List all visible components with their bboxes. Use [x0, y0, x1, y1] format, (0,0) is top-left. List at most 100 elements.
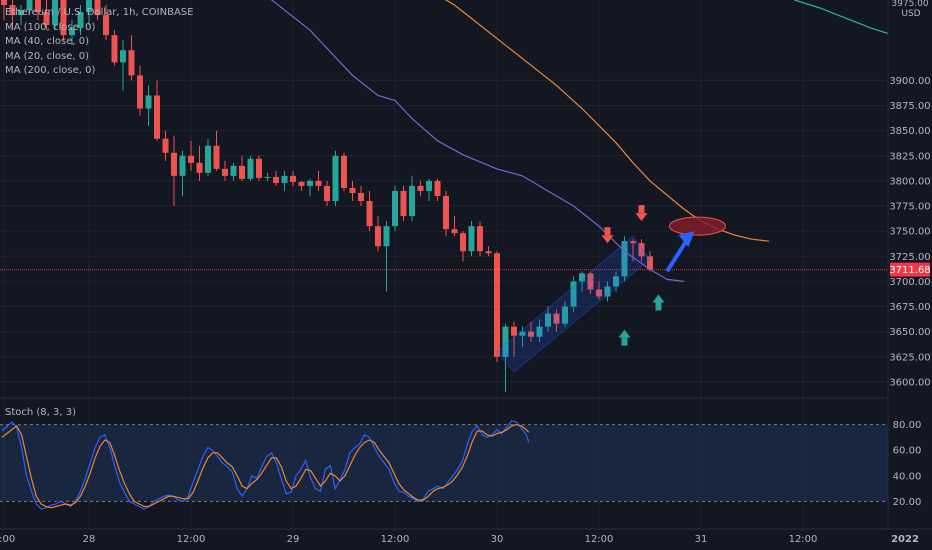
candle-body	[468, 226, 475, 252]
price-tick-label: 3700.00	[889, 277, 930, 288]
indicator-ma-40[interactable]: MA (40, close, 0)	[5, 36, 90, 47]
time-tick-label: 12:00	[177, 534, 206, 545]
time-tick-label: 28	[83, 534, 96, 545]
forecast-arrow-line	[665, 238, 690, 273]
time-tick-label: 12:00	[789, 534, 818, 545]
candle-body	[188, 155, 194, 163]
time-tick-label: 2022	[891, 534, 919, 545]
price-tick-label: 3725.00	[889, 252, 930, 263]
price-tick-label: 3600.00	[889, 377, 930, 388]
time-tick-label: 29	[287, 534, 300, 545]
indicator-ma-20[interactable]: MA (20, close, 0)	[5, 50, 90, 62]
forecast-arrow-head	[678, 231, 695, 248]
candle-body	[638, 243, 645, 257]
candle-body	[375, 226, 381, 247]
candle-body	[69, 28, 75, 36]
stoch-pane	[0, 424, 888, 502]
buy-arrow-icon-stem	[655, 302, 662, 311]
stoch-d-line	[1, 423, 530, 509]
stoch-tick-label: 40.00	[893, 471, 922, 482]
buy-arrow-icon	[618, 329, 631, 346]
candle-body	[519, 331, 526, 336]
stoch-band-fill	[0, 424, 888, 502]
candle-body	[86, 0, 92, 13]
candle-body	[366, 201, 373, 227]
candle-body	[35, 0, 41, 13]
candle-body	[477, 226, 483, 252]
candle-body	[26, 0, 33, 11]
candle-body	[1, 0, 7, 6]
price-axis-unit: USD	[901, 9, 920, 19]
candle-body	[145, 95, 152, 109]
candle-body	[128, 50, 135, 76]
candle-body	[587, 273, 594, 290]
time-tick-label: 12:00	[585, 534, 614, 545]
stoch-tick-label: 20.00	[893, 497, 922, 508]
candle-body	[451, 229, 458, 234]
candle-body	[162, 138, 169, 153]
price-tick-label: 3850.00	[889, 126, 930, 137]
candle-body	[18, 10, 24, 16]
candle-body	[358, 192, 364, 202]
candle-body	[137, 75, 143, 109]
current-price-label-bg	[890, 262, 930, 277]
indicator-ma-200[interactable]: MA (200, close, 0)	[5, 65, 96, 76]
price-tick-label: 3675.00	[889, 302, 930, 313]
stoch-label[interactable]: Stoch (8, 3, 3)	[5, 407, 77, 418]
candle-body	[553, 313, 560, 324]
candle-body	[621, 241, 628, 277]
chart-title: Ethereum / U.S. Dollar, 1h, COINBASE	[5, 7, 194, 18]
candle-body	[205, 145, 211, 173]
candle-body	[307, 180, 313, 186]
candle-body	[536, 326, 543, 337]
price-tick-label: 3825.00	[889, 151, 930, 162]
candle-body	[596, 289, 602, 297]
candle-body	[222, 168, 228, 176]
candle-body	[298, 181, 305, 186]
time-tick-label: 2:00	[0, 534, 15, 545]
price-tick-label: 3650.00	[889, 327, 930, 338]
candle-body	[502, 326, 509, 357]
sell-arrow-icon-stem	[604, 227, 611, 236]
candle-body	[43, 12, 50, 26]
candle-body	[315, 180, 322, 186]
candle-body	[349, 187, 356, 193]
stoch-tick-label: 60.00	[893, 446, 922, 457]
sell-arrow-icon	[635, 205, 648, 222]
time-axis[interactable]: 2:002812:002912:003012:003112:00202212:0…	[0, 528, 932, 545]
candle-body	[273, 176, 279, 183]
candle-series	[1, 0, 653, 392]
candle-body	[383, 226, 390, 247]
candle-body	[230, 165, 237, 176]
buy-arrow-icon-head	[618, 329, 631, 338]
candle-body	[579, 273, 585, 282]
indicator-ma-100[interactable]: MA (100, close, 0)	[5, 21, 96, 33]
price-tick-label: 3750.00	[889, 227, 930, 238]
price-tick-label: 3775.00	[889, 202, 930, 213]
time-tick-label: 30	[491, 534, 504, 545]
buy-arrow-icon-head	[652, 294, 665, 303]
candle-body	[213, 145, 220, 169]
candle-body	[239, 165, 245, 179]
candle-body	[485, 251, 492, 254]
candle-body	[120, 50, 126, 63]
candle-body	[60, 0, 67, 36]
candle-body	[196, 162, 203, 173]
stoch-lines	[1, 420, 530, 510]
sell-arrow-icon	[601, 227, 614, 244]
sell-arrow-icon-head	[635, 213, 648, 222]
price-tick-label: 3800.00	[889, 176, 930, 187]
candle-body	[613, 276, 619, 287]
candle-body	[341, 155, 347, 188]
candle-body	[604, 286, 611, 297]
drawing-annotations	[496, 205, 726, 373]
candle-body	[494, 253, 500, 357]
candle-body	[171, 152, 177, 176]
candle-body	[154, 95, 160, 139]
candle-body	[9, 5, 16, 16]
current-price-label: 3711.68	[889, 265, 930, 276]
candle-body	[511, 326, 517, 336]
candle-body	[77, 12, 84, 29]
